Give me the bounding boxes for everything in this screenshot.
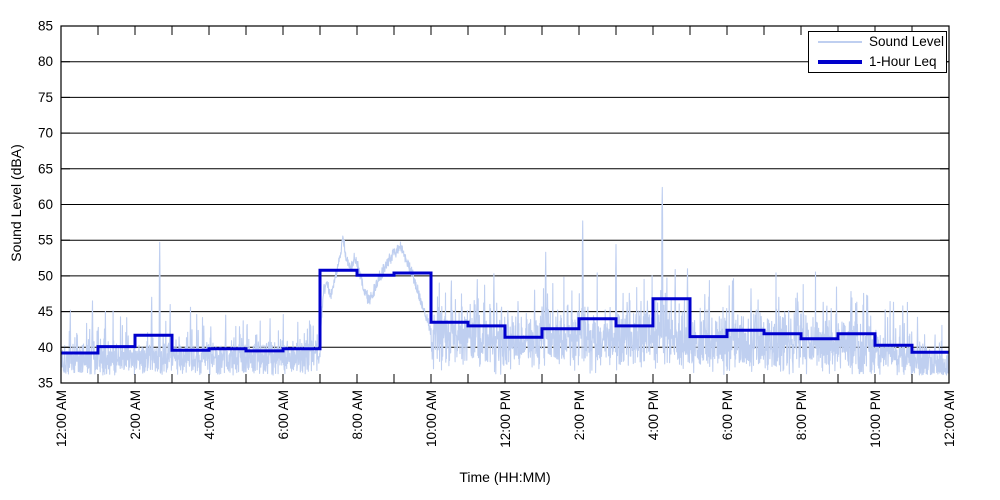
x-tick-label: 2:00 AM	[128, 390, 143, 440]
x-axis-title: Time (HH:MM)	[459, 469, 551, 485]
x-tick-label: 6:00 AM	[276, 390, 291, 440]
y-tick-label: 55	[38, 233, 53, 248]
y-tick-label: 40	[38, 340, 53, 355]
y-tick-label: 45	[38, 304, 53, 319]
x-tick-label: 10:00 AM	[424, 390, 439, 447]
x-tick-label: 8:00 PM	[794, 390, 809, 440]
y-tick-label: 65	[38, 161, 53, 176]
sound-level-trace	[60, 186, 950, 376]
x-tick-label: 2:00 PM	[572, 390, 587, 440]
leq-step-line	[61, 268, 949, 355]
y-tick-label: 70	[38, 126, 53, 141]
x-tick-label: 12:00 AM	[54, 390, 69, 447]
x-tick-label: 4:00 PM	[646, 390, 661, 440]
y-tick-label: 85	[38, 19, 53, 34]
y-tick-label: 35	[38, 376, 53, 391]
y-tick-label: 80	[38, 54, 53, 69]
x-tick-label: 4:00 AM	[202, 390, 217, 440]
x-tick-label: 8:00 AM	[350, 390, 365, 440]
y-tick-label: 75	[38, 90, 53, 105]
x-tick-label: 12:00 PM	[498, 390, 513, 448]
y-tick-label: 60	[38, 197, 53, 212]
legend-label-sound-level: Sound Level	[869, 34, 945, 50]
leq-line-swatch	[818, 59, 862, 64]
x-tick-label: 6:00 PM	[720, 390, 735, 440]
legend-entry-sound-level: Sound Level	[809, 35, 946, 50]
legend-entry-leq: 1-Hour Leq	[809, 53, 946, 70]
sound-level-line-swatch	[818, 41, 862, 44]
x-tick-label: 12:00 AM	[942, 390, 957, 447]
y-tick-label: 50	[38, 268, 53, 283]
x-tick-label: 10:00 PM	[868, 390, 883, 448]
legend-label-leq: 1-Hour Leq	[869, 53, 937, 69]
legend-box: Sound Level 1-Hour Leq	[808, 31, 947, 73]
y-axis-title: Sound Level (dBA)	[8, 144, 24, 262]
